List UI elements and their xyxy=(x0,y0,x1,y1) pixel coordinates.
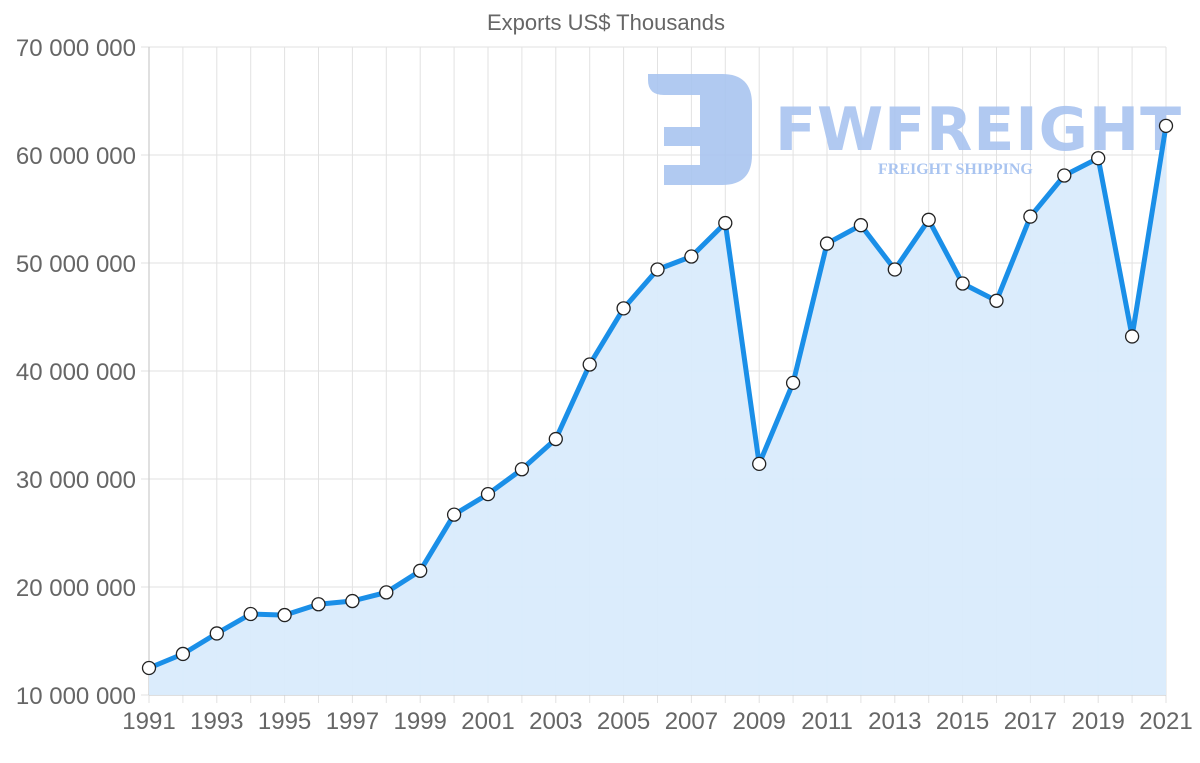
y-tick-label: 40 000 000 xyxy=(16,359,136,386)
data-point[interactable] xyxy=(413,563,428,578)
x-tick-label: 2001 xyxy=(461,708,514,735)
data-point[interactable] xyxy=(379,585,394,600)
y-tick-label: 70 000 000 xyxy=(16,35,136,62)
data-point[interactable] xyxy=(752,456,767,472)
x-tick-label: 2021 xyxy=(1139,708,1192,735)
data-point[interactable] xyxy=(785,375,801,391)
y-tick-label: 50 000 000 xyxy=(16,251,136,278)
y-tick-label: 20 000 000 xyxy=(16,575,136,602)
data-point[interactable] xyxy=(853,218,869,233)
y-tick-label: 10 000 000 xyxy=(16,683,136,710)
data-point[interactable] xyxy=(684,249,699,264)
watermark: FWFREIGHT FREIGHT SHIPPING xyxy=(648,74,1182,185)
data-point[interactable] xyxy=(955,276,970,291)
y-axis: 10 000 000 20 000 000 30 000 000 40 000 000… xyxy=(16,35,136,710)
data-point[interactable] xyxy=(548,431,563,447)
chart-title: Exports US$ Thousands xyxy=(487,10,725,35)
data-point[interactable] xyxy=(345,593,360,609)
data-point[interactable] xyxy=(718,215,733,231)
data-point[interactable] xyxy=(582,357,597,372)
data-points xyxy=(141,118,1174,676)
x-tick-label: 2013 xyxy=(868,708,921,735)
data-point[interactable] xyxy=(1124,329,1140,344)
data-point[interactable] xyxy=(921,212,936,227)
data-point[interactable] xyxy=(446,507,462,522)
data-point[interactable] xyxy=(141,660,157,676)
data-point[interactable] xyxy=(175,646,191,662)
watermark-tagline: FREIGHT SHIPPING xyxy=(878,161,1033,178)
data-point[interactable] xyxy=(989,293,1004,308)
x-tick-label: 1991 xyxy=(122,708,175,735)
x-tick-label: 2007 xyxy=(665,708,718,735)
watermark-brand: FWFREIGHT xyxy=(775,95,1182,165)
data-point[interactable] xyxy=(209,626,224,641)
x-axis: 1991 1993 1995 1997 1999 2001 2003 2005 2007 2009… xyxy=(122,708,1192,735)
x-tick-label: 2019 xyxy=(1072,708,1125,735)
data-point[interactable] xyxy=(514,462,530,477)
data-point[interactable] xyxy=(1091,151,1106,166)
x-tick-label: 2015 xyxy=(936,708,989,735)
x-tick-label: 2003 xyxy=(529,708,582,735)
area-fill xyxy=(149,125,1166,696)
fw-logo-icon xyxy=(648,74,752,185)
data-point[interactable] xyxy=(480,486,496,502)
x-tick-label: 2009 xyxy=(733,708,786,735)
x-tick-label: 1997 xyxy=(326,708,379,735)
x-tick-label: 1995 xyxy=(258,708,311,735)
x-tick-label: 1999 xyxy=(394,708,447,735)
data-point[interactable] xyxy=(616,301,631,316)
data-point[interactable] xyxy=(1057,168,1072,183)
y-tick-label: 60 000 000 xyxy=(16,143,136,170)
x-tick-label: 1993 xyxy=(190,708,243,735)
y-tick-label: 30 000 000 xyxy=(16,467,136,494)
data-point[interactable] xyxy=(650,262,665,277)
data-point[interactable] xyxy=(243,606,258,622)
data-point[interactable] xyxy=(277,607,292,623)
x-tick-label: 2017 xyxy=(1004,708,1057,735)
data-point[interactable] xyxy=(887,262,902,277)
data-point[interactable] xyxy=(819,236,835,251)
data-point[interactable] xyxy=(1023,209,1038,224)
x-tick-label: 2005 xyxy=(597,708,650,735)
data-point[interactable] xyxy=(311,597,326,612)
x-tick-label: 2011 xyxy=(801,708,853,735)
data-point[interactable] xyxy=(1158,118,1174,133)
